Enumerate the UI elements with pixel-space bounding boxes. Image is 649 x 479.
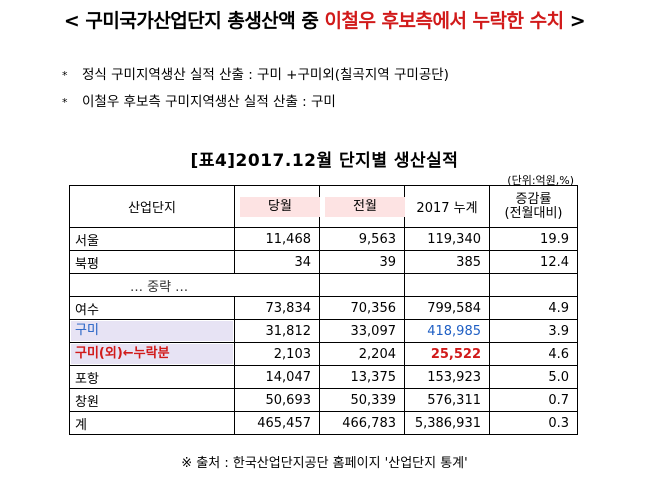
cell-name: 계 [69,411,235,435]
source-note: ※ 출처 : 한국산업단지공단 홈페이지 '산업단지 통계' [181,456,468,471]
cell-total: 153,923 [404,365,490,389]
cell-total: 25,522 [404,342,490,366]
table-header-row: 산업단지 당월 전월 2017 누계 증감률 (전월대비) [69,185,578,228]
cell-previous: 2,204 [319,342,405,366]
bullet-star: * [62,96,68,109]
cell-rate: 12.4 [489,250,578,274]
cell-previous: 466,783 [319,411,405,435]
table-row: 북평 34 39 385 12.4 [69,250,578,274]
bullet-star: * [62,69,68,82]
cell-name: 구미 [69,319,235,343]
cell-previous: 33,097 [319,319,405,343]
table-row: 서울 11,468 9,563 119,340 19.9 [69,227,578,251]
table-row-gumi: 구미 31,812 33,097 418,985 3.9 [69,319,578,343]
cell-current: 14,047 [234,365,320,389]
cell-total: 799,584 [404,296,490,320]
cell-total: 5,386,931 [404,411,490,435]
header-highlight: 이철우 후보측에서 누락한 수치 [324,10,564,32]
cell-name: 여수 [69,296,235,320]
page-header: < 구미국가산업단지 총생산액 중 이철우 후보측에서 누락한 수치 > [0,6,649,33]
cell-name: 구미(외)←누락분 [69,342,235,366]
bullet-list: * 정식 구미지역생산 실적 산출 : 구미 +구미외(칠곡지역 구미공단) * 이… [62,62,449,116]
table-row: 창원 50,693 50,339 576,311 0.7 [69,388,578,412]
table-row-gumi-outside: 구미(외)←누락분 2,103 2,204 25,522 4.6 [69,342,578,366]
cell-rate: 4.9 [489,296,578,320]
col-header-rate: 증감률 (전월대비) [489,185,578,228]
cell-current: 2,103 [234,342,320,366]
bullet-item: * 정식 구미지역생산 실적 산출 : 구미 +구미외(칠곡지역 구미공단) [62,62,449,89]
cell-previous: 9,563 [319,227,405,251]
cell-total: 119,340 [404,227,490,251]
cell-current: 73,834 [234,296,320,320]
cell-name: 서울 [69,227,235,251]
omitted-label: … 중략 … [69,273,320,297]
omitted-row: … 중략 … [69,273,578,297]
cell-total: 385 [404,250,490,274]
cell-name: 북평 [69,250,235,274]
cell-previous: 70,356 [319,296,405,320]
header-prefix: < 구미국가산업단지 총생산액 중 [63,10,325,32]
unit-label: (단위:억원,%) [507,174,574,187]
cell-current: 31,812 [234,319,320,343]
cell-name: 창원 [69,388,235,412]
header-suffix: > [563,10,586,32]
cell-rate: 0.3 [489,411,578,435]
cell-current: 11,468 [234,227,320,251]
col-header-current: 당월 [234,185,320,228]
cell-rate: 3.9 [489,319,578,343]
cell-name: 포항 [69,365,235,389]
cell-total: 418,985 [404,319,490,343]
table-row: 여수 73,834 70,356 799,584 4.9 [69,296,578,320]
cell-rate: 0.7 [489,388,578,412]
cell-current: 50,693 [234,388,320,412]
cell-previous: 39 [319,250,405,274]
production-table: 산업단지 당월 전월 2017 누계 증감률 (전월대비) 서울 11,468 … [69,185,578,435]
cell-rate: 19.9 [489,227,578,251]
cell-rate: 4.6 [489,342,578,366]
table-row: 포항 14,047 13,375 153,923 5.0 [69,365,578,389]
cell-previous: 50,339 [319,388,405,412]
cell-previous: 13,375 [319,365,405,389]
cell-current: 465,457 [234,411,320,435]
bullet-text: 이철우 후보측 구미지역생산 실적 산출 : 구미 [82,94,336,110]
col-header-cumulative: 2017 누계 [404,185,490,228]
cell-rate: 5.0 [489,365,578,389]
bullet-text: 정식 구미지역생산 실적 산출 : 구미 +구미외(칠곡지역 구미공단) [82,67,449,83]
table-title: [표4]2017.12월 단지별 생산실적 [190,151,459,171]
cell-current: 34 [234,250,320,274]
cell-total: 576,311 [404,388,490,412]
col-header-complex: 산업단지 [69,185,235,228]
table-row-total: 계 465,457 466,783 5,386,931 0.3 [69,411,578,435]
col-header-previous: 전월 [319,185,405,228]
bullet-item: * 이철우 후보측 구미지역생산 실적 산출 : 구미 [62,89,449,116]
